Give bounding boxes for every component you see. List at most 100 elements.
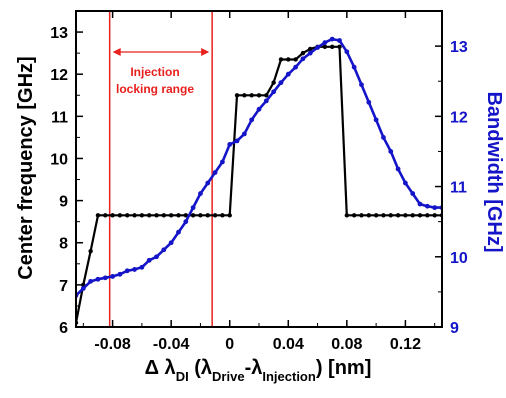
- y-axis-right-title: Bandwidth [GHz]: [483, 91, 505, 252]
- center-frequency-point-4: [103, 213, 108, 218]
- bandwidth-point-30: [293, 64, 298, 70]
- bandwidth-point-10: [146, 257, 152, 263]
- bandwidth-point-35: [329, 36, 335, 42]
- bandwidth-point-20: [220, 159, 225, 165]
- bandwidth-point-11: [154, 254, 159, 260]
- center-frequency-point-9: [139, 213, 145, 218]
- center-frequency-point-23: [242, 93, 247, 98]
- bandwidth-point-40: [366, 99, 372, 105]
- plot-frame: [75, 10, 443, 328]
- bandwidth-point-4: [102, 275, 108, 281]
- center-frequency-point-13: [168, 213, 174, 218]
- bandwidth-point-46: [410, 191, 416, 196]
- bandwidth-point-38: [351, 64, 357, 70]
- bandwidth-point-29: [285, 71, 291, 77]
- center-frequency-point-3: [95, 213, 101, 218]
- center-frequency-point-36: [337, 44, 342, 50]
- bandwidth-point-43: [388, 149, 394, 154]
- bandwidth-point-45: [403, 180, 408, 186]
- x-axis-title-sub-injection: Injection: [262, 369, 316, 384]
- y-right-tick-label-2: 11: [450, 180, 467, 197]
- bandwidth-point-41: [373, 117, 379, 123]
- x-tick-label-1: -0.04: [153, 336, 190, 353]
- center-frequency-point-22: [234, 93, 240, 98]
- center-frequency-point-43: [388, 213, 393, 218]
- bandwidth-point-44: [395, 166, 401, 172]
- x-axis-title-mid2: -λ: [245, 357, 263, 379]
- center-frequency-point-47: [417, 213, 423, 218]
- arrow-right-head-icon: [201, 48, 210, 56]
- x-axis-title-sub-di: DI: [176, 369, 189, 384]
- series-group: [76, 36, 442, 325]
- annotation-label-line2: locking range: [116, 82, 194, 96]
- bandwidth-point-1: [80, 285, 86, 291]
- center-frequency-point-34: [322, 44, 328, 50]
- bandwidth-point-48: [424, 203, 430, 209]
- center-frequency-point-19: [212, 213, 218, 218]
- y-right-tick-label-1: 10: [450, 250, 468, 267]
- center-frequency-point-39: [359, 213, 364, 218]
- center-frequency-point-29: [286, 57, 291, 62]
- bandwidth-point-28: [278, 80, 284, 86]
- x-axis-title-mid1: (λ: [189, 357, 212, 379]
- center-frequency-point-8: [132, 213, 137, 218]
- bandwidth-point-26: [263, 98, 269, 104]
- center-frequency-point-31: [300, 50, 306, 56]
- y-right-tick-label-4: 13: [450, 39, 468, 56]
- bandwidth-point-9: [139, 264, 145, 270]
- center-frequency-point-27: [271, 80, 276, 85]
- bandwidth-point-2: [88, 278, 94, 284]
- center-frequency-point-26: [264, 93, 269, 98]
- center-frequency-point-30: [293, 57, 298, 62]
- bandwidth-point-47: [417, 201, 423, 207]
- bandwidth-point-42: [381, 135, 386, 140]
- center-frequency-point-20: [220, 213, 225, 218]
- center-frequency-point-7: [125, 213, 130, 218]
- x-tick-label-2: 0: [225, 336, 234, 353]
- bandwidth-point-37: [344, 49, 350, 55]
- y-left-tick-label-0: 6: [59, 320, 68, 337]
- center-frequency-point-42: [381, 213, 386, 218]
- center-frequency-point-17: [198, 213, 203, 218]
- center-frequency-point-14: [176, 213, 181, 218]
- x-axis-title-sub-drive: Drive: [212, 369, 245, 384]
- bandwidth-point-3: [95, 276, 101, 282]
- y-left-tick-label-7: 13: [50, 25, 68, 42]
- bandwidth-point-32: [307, 50, 313, 56]
- bandwidth-point-33: [315, 45, 320, 50]
- center-frequency-point-21: [227, 213, 232, 218]
- bandwidth-point-19: [212, 170, 218, 175]
- center-frequency-point-38: [351, 213, 357, 218]
- bandwidth-point-21: [227, 142, 233, 147]
- x-axis-title-suffix: ) [nm]: [316, 357, 372, 379]
- center-frequency-point-5: [110, 213, 115, 218]
- x-axis-title: Δ λDI (λDrive-λInjection) [nm]: [145, 357, 372, 384]
- bandwidth-point-24: [249, 117, 255, 123]
- x-tick-label-4: 0.08: [331, 336, 362, 353]
- bandwidth-point-17: [198, 191, 203, 196]
- center-frequency-point-12: [161, 213, 167, 218]
- center-frequency-point-18: [205, 213, 210, 218]
- center-frequency-point-6: [117, 213, 123, 218]
- y-right-tick-label-0: 9: [450, 320, 459, 337]
- bandwidth-point-49: [432, 205, 438, 211]
- center-frequency-point-48: [425, 213, 430, 218]
- center-frequency-point-25: [256, 93, 262, 98]
- center-frequency-point-15: [183, 213, 188, 218]
- center-frequency-point-44: [395, 213, 401, 218]
- x-tick-label-3: 0.04: [273, 336, 304, 353]
- y-left-tick-label-5: 11: [51, 109, 68, 126]
- bandwidth-point-12: [161, 247, 167, 253]
- y-left-tick-label-6: 12: [50, 67, 68, 84]
- x-tick-label-0: -0.08: [94, 336, 131, 353]
- tick-group: -0.08 -0.04 0 0.04 0.08 0.12 6 7 8 9 10 11 12 13 9 10 11…: [50, 11, 468, 353]
- center-frequency-point-32: [308, 46, 313, 52]
- axes-frame: [75, 10, 443, 328]
- x-tick-label-5: 0.12: [390, 336, 421, 353]
- center-frequency-point-40: [366, 213, 371, 218]
- bandwidth-point-22: [234, 138, 240, 144]
- bandwidth-point-31: [300, 56, 306, 62]
- center-frequency-point-45: [403, 213, 408, 218]
- bandwidth-point-18: [205, 180, 211, 186]
